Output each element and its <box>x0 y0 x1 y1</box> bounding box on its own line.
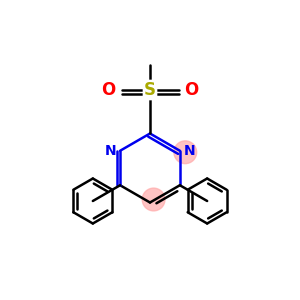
Text: O: O <box>184 81 199 99</box>
Circle shape <box>174 141 197 164</box>
Circle shape <box>142 188 165 211</box>
Text: S: S <box>144 81 156 99</box>
Text: N: N <box>184 144 195 158</box>
Text: O: O <box>101 81 116 99</box>
Text: N: N <box>105 144 116 158</box>
